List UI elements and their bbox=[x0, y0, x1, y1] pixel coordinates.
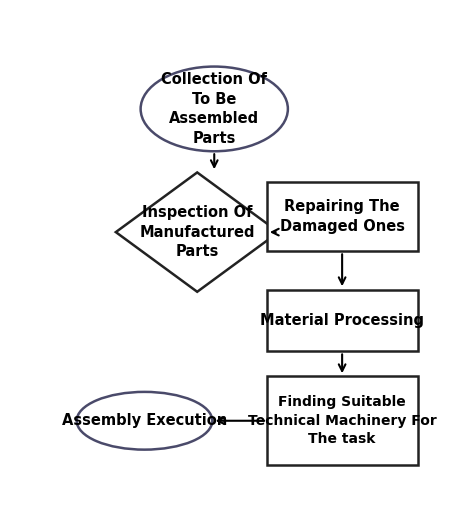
Text: Repairing The
Damaged Ones: Repairing The Damaged Ones bbox=[280, 199, 405, 234]
Text: Collection Of
To Be
Assembled
Parts: Collection Of To Be Assembled Parts bbox=[161, 72, 267, 146]
Bar bbox=[266, 182, 418, 251]
Polygon shape bbox=[116, 172, 279, 292]
Bar bbox=[266, 377, 418, 465]
Bar bbox=[266, 290, 418, 351]
Ellipse shape bbox=[77, 392, 212, 450]
Text: Inspection Of
Manufactured
Parts: Inspection Of Manufactured Parts bbox=[139, 205, 255, 259]
Text: Assembly Execution: Assembly Execution bbox=[62, 413, 227, 428]
Text: Finding Suitable
Technical Machinery For
The task: Finding Suitable Technical Machinery For… bbox=[248, 395, 437, 446]
Ellipse shape bbox=[141, 67, 288, 151]
Text: Material Processing: Material Processing bbox=[260, 313, 424, 328]
